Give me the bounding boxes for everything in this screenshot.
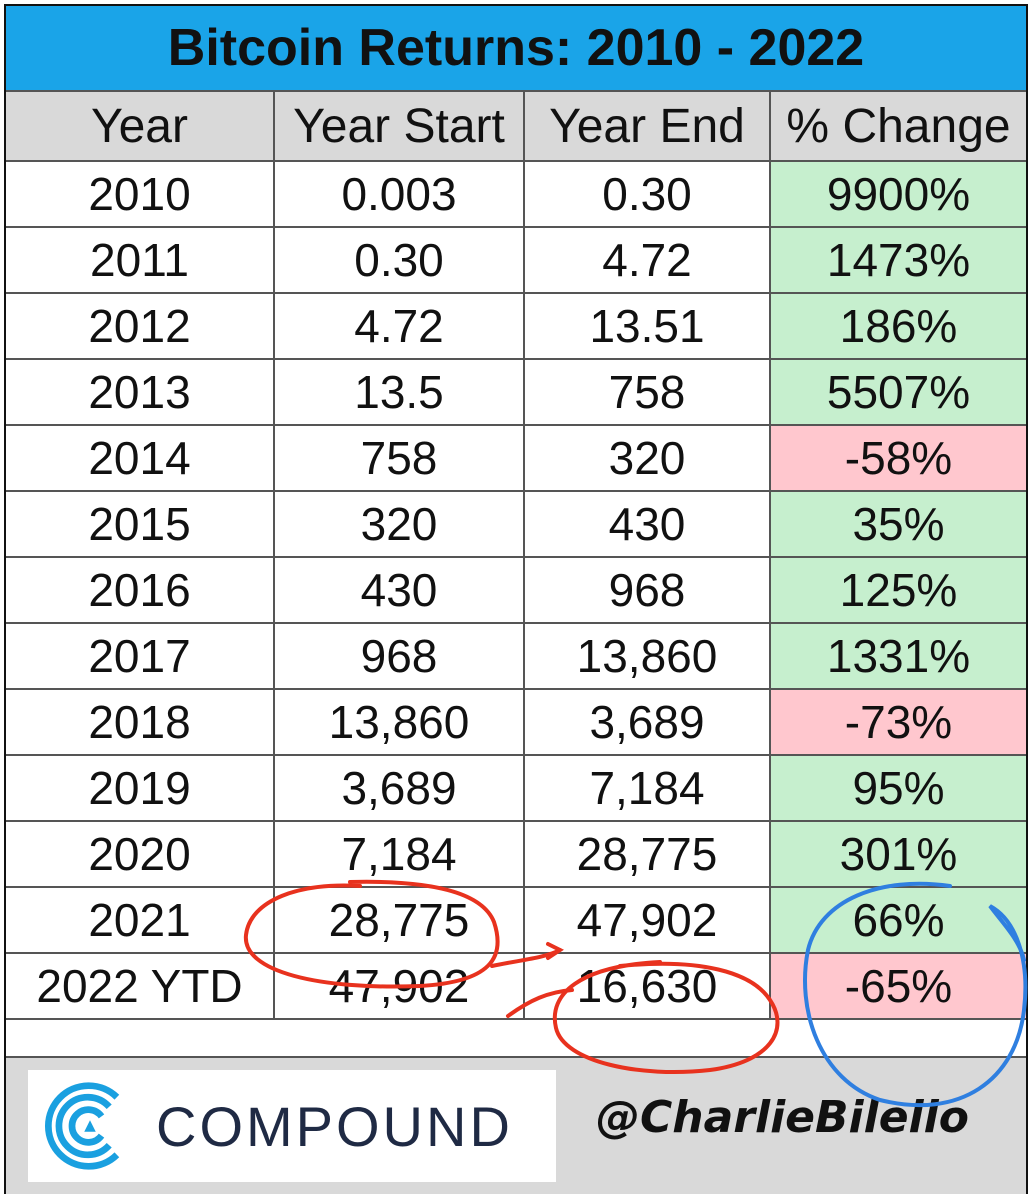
year-end-cell: 4.72 (523, 226, 771, 294)
change-cell: 1331% (769, 622, 1026, 690)
year-start-cell: 430 (273, 556, 525, 624)
year-end-cell: 13,860 (523, 622, 771, 690)
year-end-cell: 47,902 (523, 886, 771, 954)
change-cell: 186% (769, 292, 1026, 360)
year-start-cell: 47,902 (273, 952, 525, 1020)
table-row: 2015 320 430 35% (6, 490, 1026, 558)
year-start-cell: 28,775 (273, 886, 525, 954)
year-cell: 2021 (6, 886, 275, 954)
year-end-cell: 320 (523, 424, 771, 492)
table-row: 2013 13.5 758 5507% (6, 358, 1026, 426)
year-cell: 2010 (6, 160, 275, 228)
table-row: 2016 430 968 125% (6, 556, 1026, 624)
change-cell: 66% (769, 886, 1026, 954)
change-cell: 301% (769, 820, 1026, 888)
year-start-cell: 13,860 (273, 688, 525, 756)
change-cell: -65% (769, 952, 1026, 1020)
table-title: Bitcoin Returns: 2010 - 2022 (6, 6, 1026, 92)
year-end-cell: 7,184 (523, 754, 771, 822)
year-end-cell: 758 (523, 358, 771, 426)
change-cell: 1473% (769, 226, 1026, 294)
year-cell: 2011 (6, 226, 275, 294)
change-cell: 35% (769, 490, 1026, 558)
year-cell: 2016 (6, 556, 275, 624)
year-end-cell: 0.30 (523, 160, 771, 228)
table-frame: Bitcoin Returns: 2010 - 2022 Year Year S… (4, 4, 1028, 1194)
year-start-cell: 7,184 (273, 820, 525, 888)
table-row: 2012 4.72 13.51 186% (6, 292, 1026, 360)
column-header-change: % Change (769, 90, 1026, 162)
year-cell: 2014 (6, 424, 275, 492)
column-header-year-end: Year End (523, 90, 771, 162)
table-row: 2010 0.003 0.30 9900% (6, 160, 1026, 228)
year-end-cell: 13.51 (523, 292, 771, 360)
year-cell: 2017 (6, 622, 275, 690)
author-handle: @CharlieBilello (596, 1092, 969, 1143)
table-row: 2019 3,689 7,184 95% (6, 754, 1026, 822)
year-cell: 2020 (6, 820, 275, 888)
year-cell: 2018 (6, 688, 275, 756)
year-end-cell: 28,775 (523, 820, 771, 888)
year-start-cell: 758 (273, 424, 525, 492)
year-cell: 2013 (6, 358, 275, 426)
table-row: 2014 758 320 -58% (6, 424, 1026, 492)
change-cell: 95% (769, 754, 1026, 822)
year-start-cell: 13.5 (273, 358, 525, 426)
year-end-cell: 430 (523, 490, 771, 558)
table-row: 2020 7,184 28,775 301% (6, 820, 1026, 888)
footer: COMPOUND @CharlieBilello (6, 1056, 1026, 1194)
returns-table: Year Year Start Year End % Change 2010 0.… (6, 90, 1026, 1020)
year-cell: 2015 (6, 490, 275, 558)
year-start-cell: 968 (273, 622, 525, 690)
change-cell: 9900% (769, 160, 1026, 228)
table-row: 2017 968 13,860 1331% (6, 622, 1026, 690)
change-cell: 125% (769, 556, 1026, 624)
year-end-cell: 3,689 (523, 688, 771, 756)
table-body: 2010 0.003 0.30 9900% 2011 0.30 4.72 1473% 2012 4… (6, 160, 1026, 1020)
table-row: 2018 13,860 3,689 -73% (6, 688, 1026, 756)
year-start-cell: 320 (273, 490, 525, 558)
change-cell: -73% (769, 688, 1026, 756)
compound-logo-icon (44, 1082, 120, 1170)
column-header-year-start: Year Start (273, 90, 525, 162)
table-row: 2022 YTD 47,902 16,630 -65% (6, 952, 1026, 1020)
compound-logo: COMPOUND (28, 1070, 556, 1182)
year-start-cell: 0.30 (273, 226, 525, 294)
column-header-year: Year (6, 90, 275, 162)
year-cell: 2012 (6, 292, 275, 360)
year-cell: 2019 (6, 754, 275, 822)
year-start-cell: 3,689 (273, 754, 525, 822)
logo-text: COMPOUND (156, 1094, 513, 1158)
change-cell: 5507% (769, 358, 1026, 426)
table-row: 2011 0.30 4.72 1473% (6, 226, 1026, 294)
year-start-cell: 0.003 (273, 160, 525, 228)
header-row: Year Year Start Year End % Change (6, 90, 1026, 162)
table-row: 2021 28,775 47,902 66% (6, 886, 1026, 954)
year-start-cell: 4.72 (273, 292, 525, 360)
year-end-cell: 968 (523, 556, 771, 624)
change-cell: -58% (769, 424, 1026, 492)
year-cell: 2022 YTD (6, 952, 275, 1020)
year-end-cell: 16,630 (523, 952, 771, 1020)
